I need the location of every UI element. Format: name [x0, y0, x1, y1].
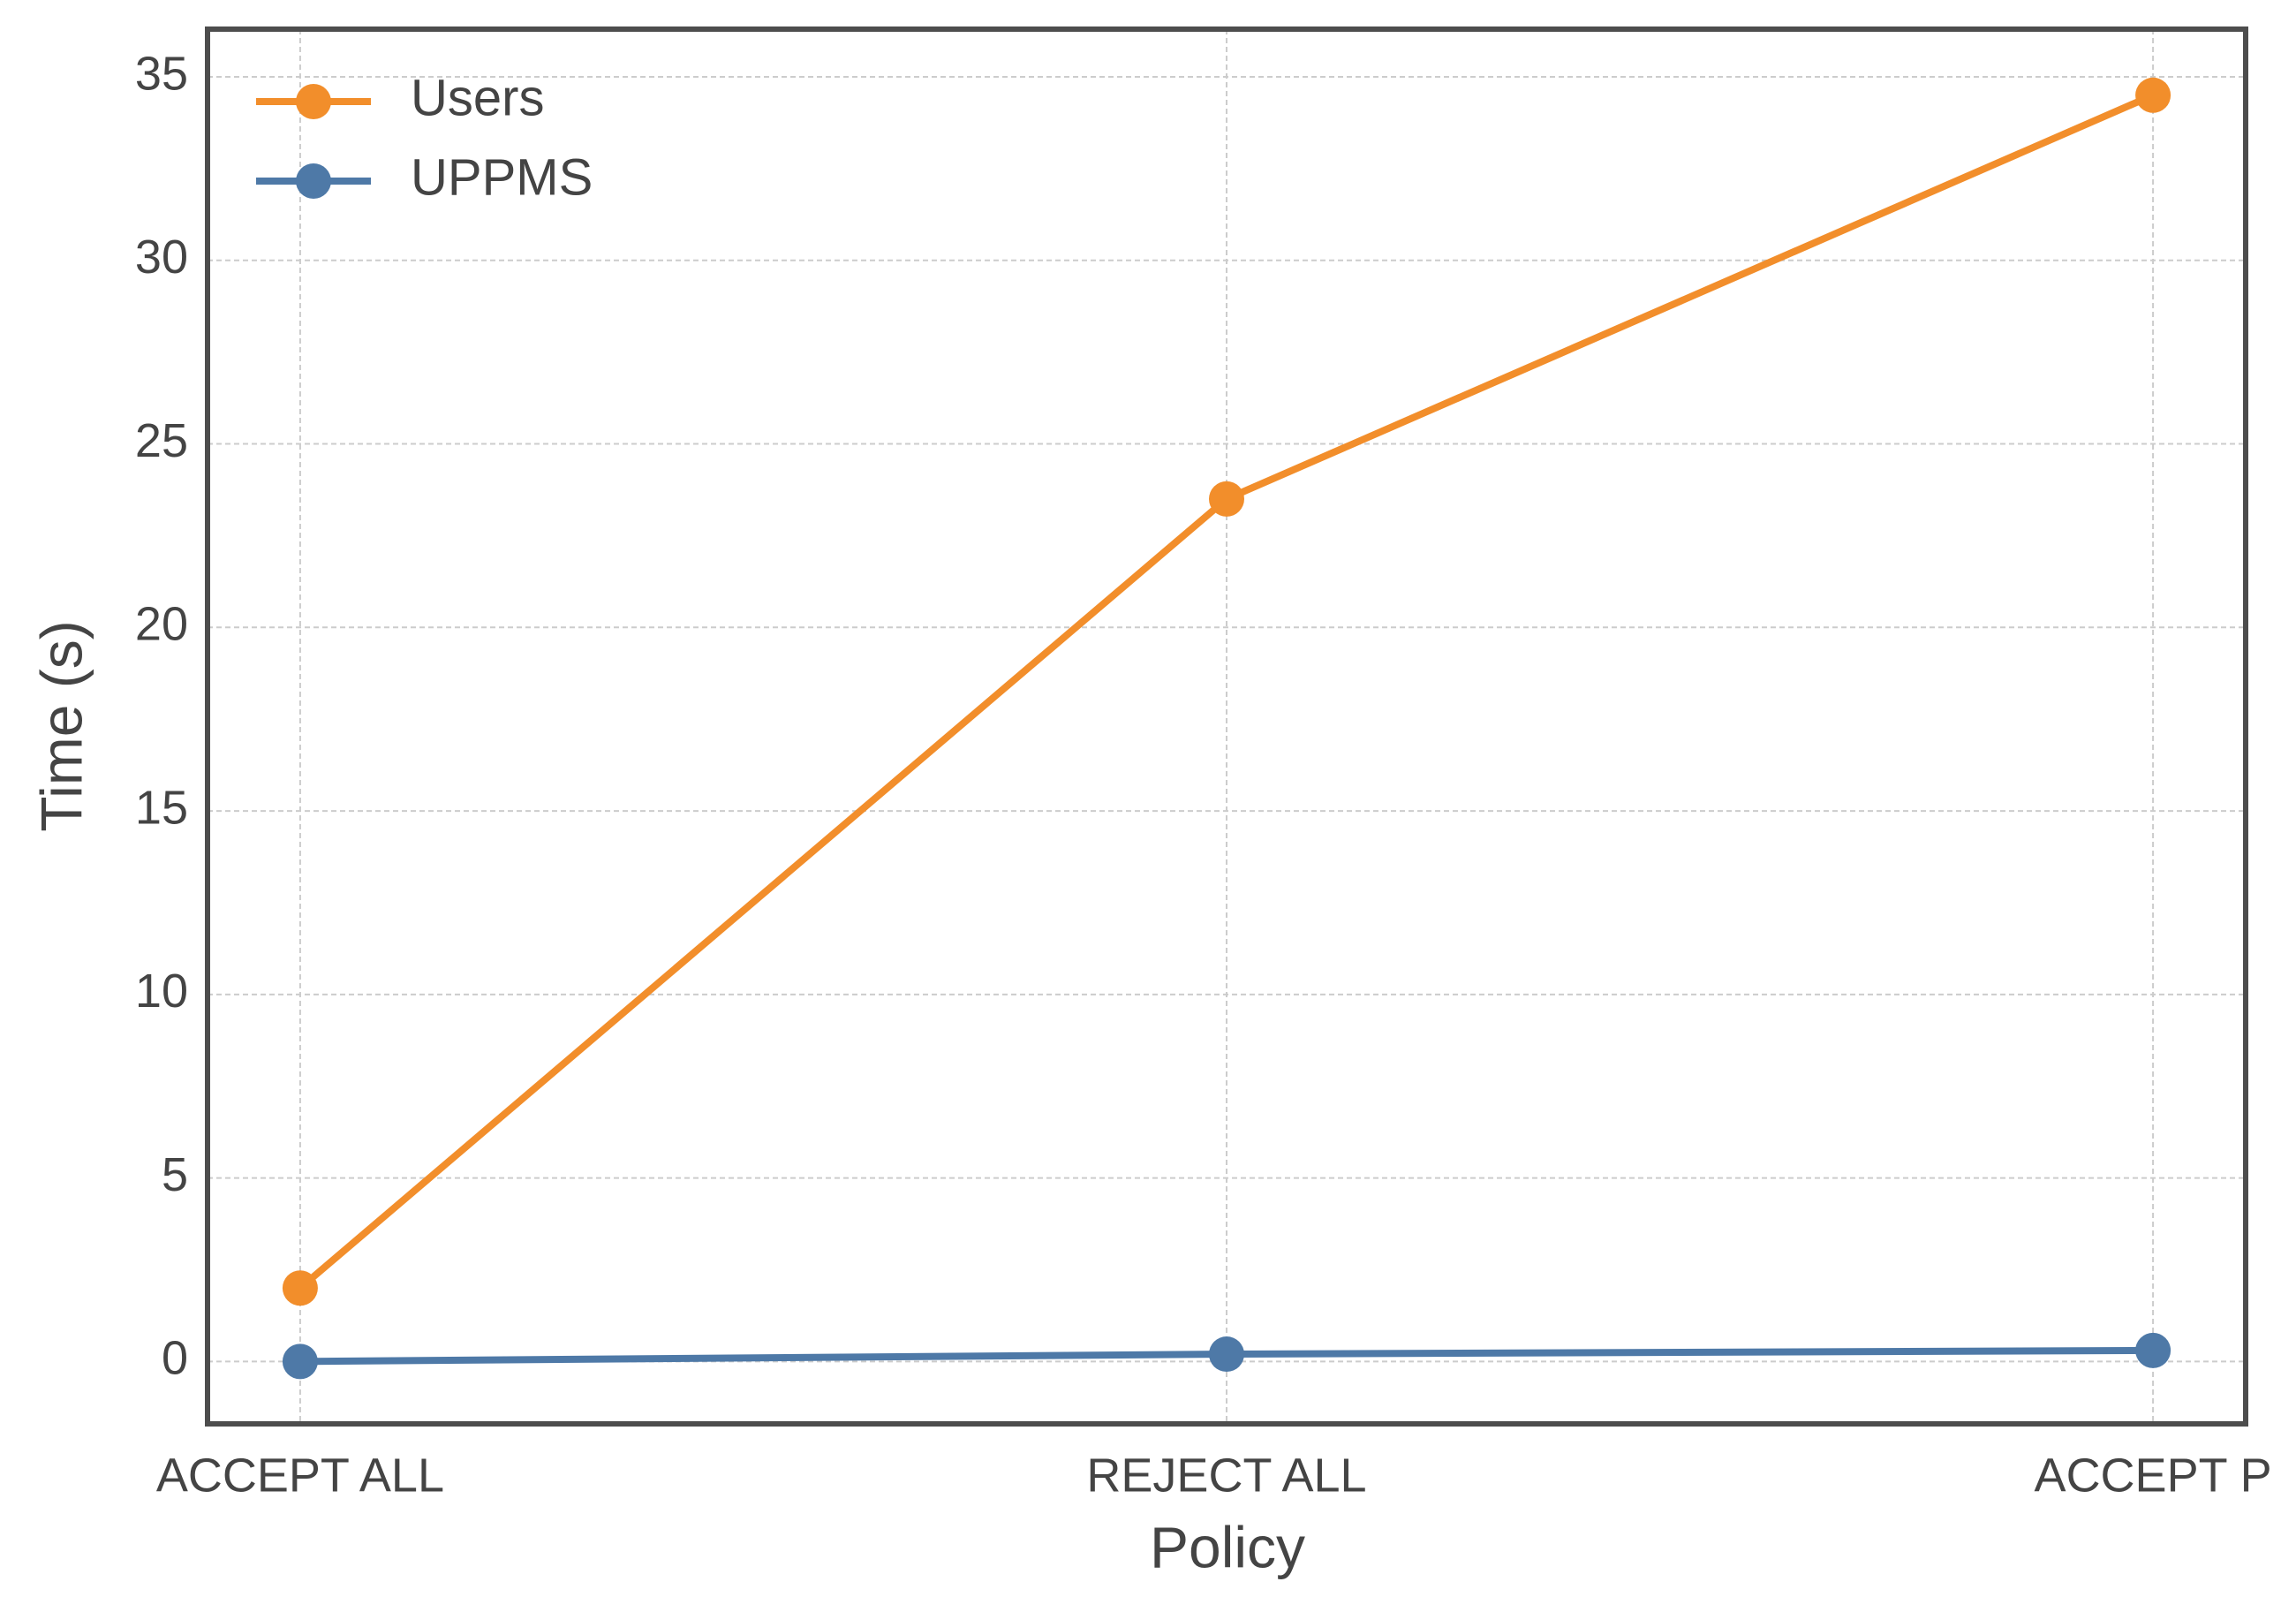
x-axis-label: Policy [1150, 1514, 1305, 1579]
x-tick-label: ACCEPT ALL [156, 1449, 444, 1502]
legend-marker [296, 84, 331, 119]
legend-label: Users [411, 69, 544, 126]
y-tick-label: 0 [162, 1332, 188, 1385]
y-axis-label: Time (s) [28, 620, 94, 832]
legend-marker [296, 163, 331, 199]
y-tick-label: 30 [135, 231, 188, 284]
y-tick-label: 35 [135, 47, 188, 100]
y-tick-label: 20 [135, 598, 188, 651]
y-tick-label: 25 [135, 414, 188, 467]
marker [2135, 1332, 2171, 1368]
marker [282, 1343, 318, 1380]
y-tick-label: 15 [135, 781, 188, 834]
marker [1209, 1336, 1244, 1373]
x-tick-label: ACCEPT P [2035, 1449, 2272, 1502]
legend-label: UPPMS [411, 148, 593, 206]
marker [2135, 77, 2171, 113]
marker [1209, 481, 1244, 517]
marker [282, 1270, 318, 1306]
y-tick-label: 10 [135, 965, 188, 1018]
plot-frame [205, 26, 2248, 1427]
x-tick-label: REJECT ALL [1086, 1449, 1366, 1502]
y-tick-label: 5 [162, 1148, 188, 1201]
